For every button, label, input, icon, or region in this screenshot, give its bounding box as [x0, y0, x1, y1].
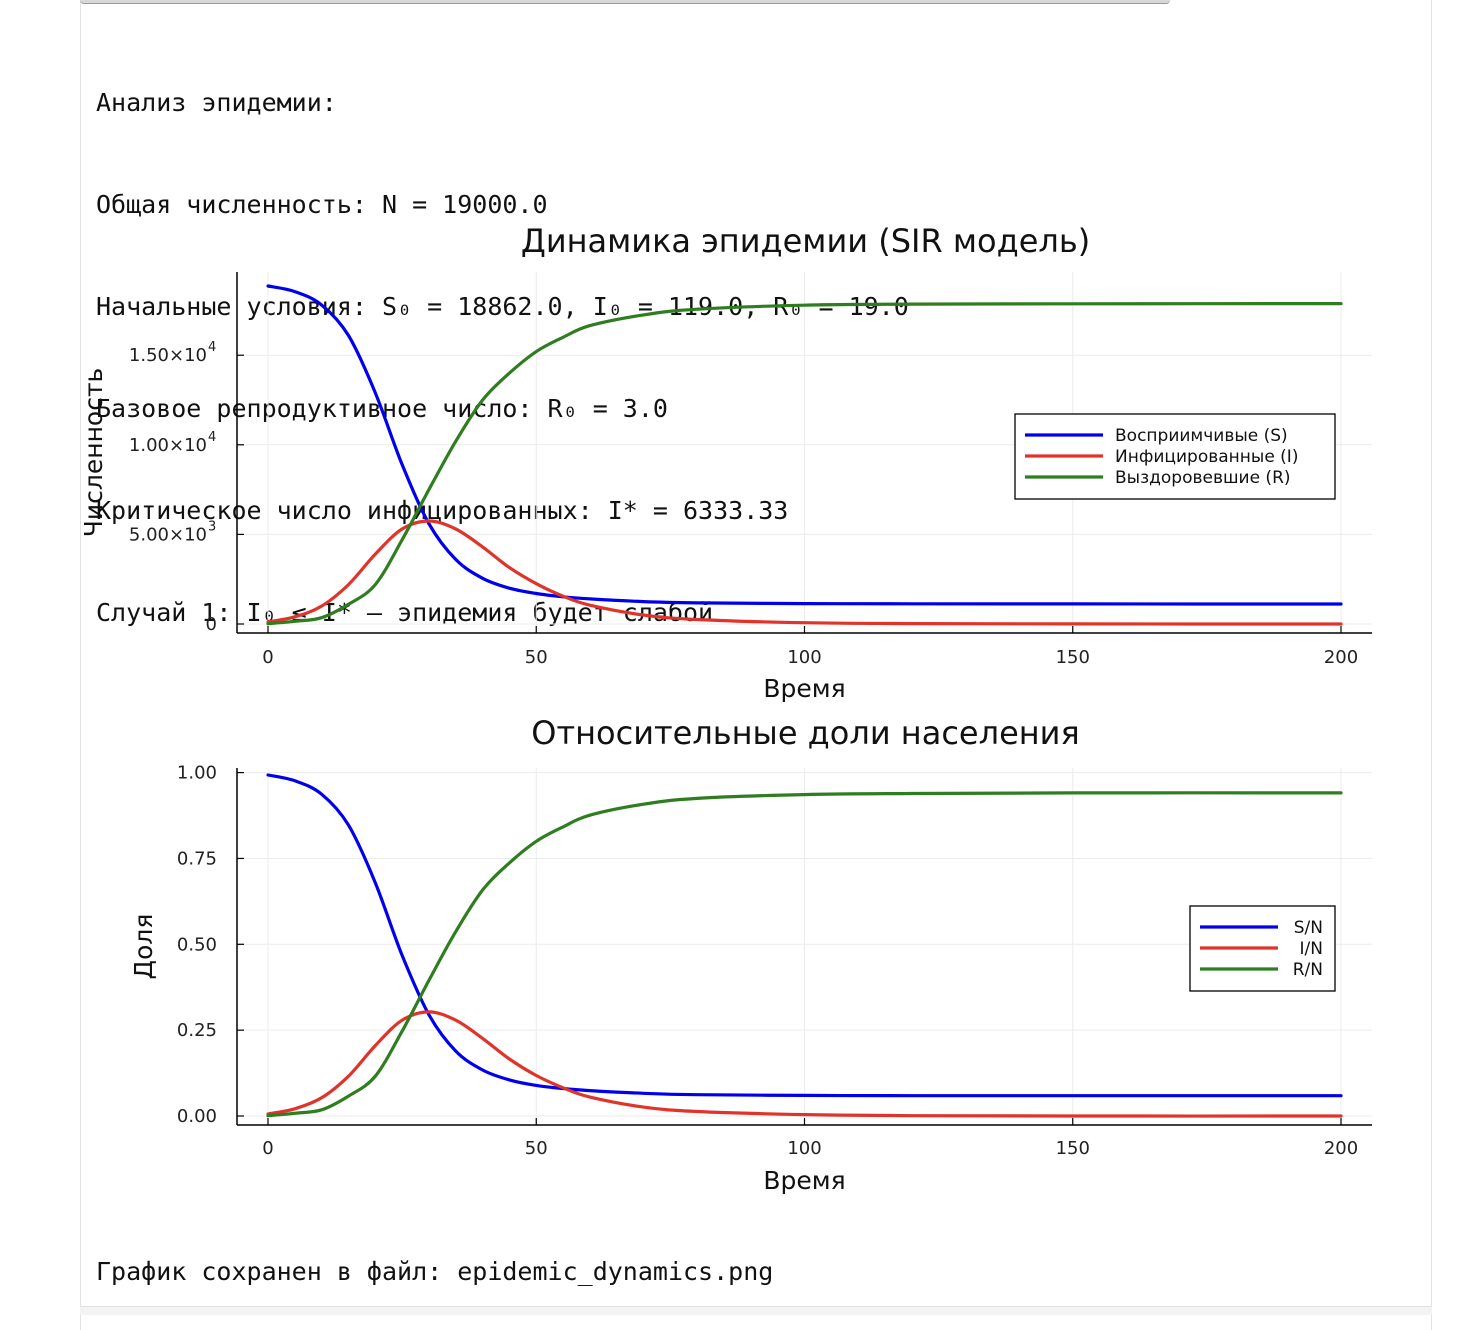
chart-title: Динамика эпидемии (SIR модель) [521, 222, 1090, 260]
previous-cell-edge [80, 0, 1170, 4]
x-tick-label: 150 [1056, 647, 1090, 668]
x-tick-label: 50 [525, 647, 548, 668]
output-cell-frame [80, 0, 1432, 1330]
series-line-I [266, 1010, 1343, 1118]
legend-label: Инфицированные (I) [1115, 447, 1298, 467]
x-tick-label: 200 [1324, 647, 1358, 668]
x-tick-label: 0 [262, 647, 273, 668]
legend-label: R/N [1293, 960, 1323, 980]
console-line: Критическое число инфицированных: I* = 6… [96, 496, 789, 525]
legend: S/NI/NR/N [1189, 905, 1336, 992]
legend: Восприимчивые (S)Инфицированные (I)Выздо… [1014, 413, 1336, 500]
saved-message: График сохранен в файл: epidemic_dynamic… [96, 1257, 774, 1286]
console-line: Анализ эпидемии: [96, 88, 337, 117]
y-tick-exponent: 4 [208, 430, 216, 445]
series-line-I [266, 519, 1343, 626]
chart-title: Относительные доли населения [531, 714, 1079, 752]
y-tick-label: 1.00 [177, 763, 217, 784]
y-tick-exponent: 3 [208, 519, 216, 534]
y-axis-label: Доля [129, 914, 158, 980]
series-line-S [266, 284, 1343, 606]
y-tick-label: 0.75 [177, 848, 217, 869]
y-tick-label: 0.25 [177, 1020, 217, 1041]
console-line: Общая численность: N = 19000.0 [96, 190, 548, 219]
x-tick-label: 100 [787, 1138, 821, 1159]
legend-label: Восприимчивые (S) [1115, 426, 1288, 446]
series-line-R [266, 302, 1343, 626]
x-tick-label: 0 [262, 1138, 273, 1159]
x-tick-label: 200 [1324, 1138, 1358, 1159]
x-axis-label: Время [763, 1166, 845, 1195]
y-tick-label: 1.50×10 [129, 345, 207, 366]
y-tick-label: 0.50 [177, 934, 217, 955]
y-tick-exponent: 4 [208, 340, 216, 355]
y-tick-label: 0.00 [177, 1106, 217, 1127]
y-tick-label: 5.00×10 [129, 524, 207, 545]
y-axis-label: Численность [79, 368, 108, 538]
x-axis-label: Время [763, 674, 845, 703]
series-line-S [266, 773, 1343, 1098]
series-line-R [266, 791, 1343, 1118]
chart-2: 0 50 100 150 200 0.00 0.25 0.50 0.75 1.00 Относите… [129, 714, 1372, 1195]
console-line: Базовое репродуктивное число: R₀ = 3.0 [96, 394, 668, 423]
legend-label: S/N [1294, 918, 1323, 938]
legend-label: I/N [1300, 939, 1323, 959]
x-tick-label: 150 [1056, 1138, 1090, 1159]
console-output: Анализ эпидемии: Общая численность: N = … [96, 18, 909, 664]
x-tick-label: 50 [525, 1138, 548, 1159]
x-tick-label: 100 [787, 647, 821, 668]
y-tick-label: 0 [206, 614, 217, 635]
y-tick-label: 1.00×10 [129, 435, 207, 456]
legend-label: Выздоровевшие (R) [1115, 468, 1291, 488]
next-cell-edge [80, 1306, 1432, 1315]
